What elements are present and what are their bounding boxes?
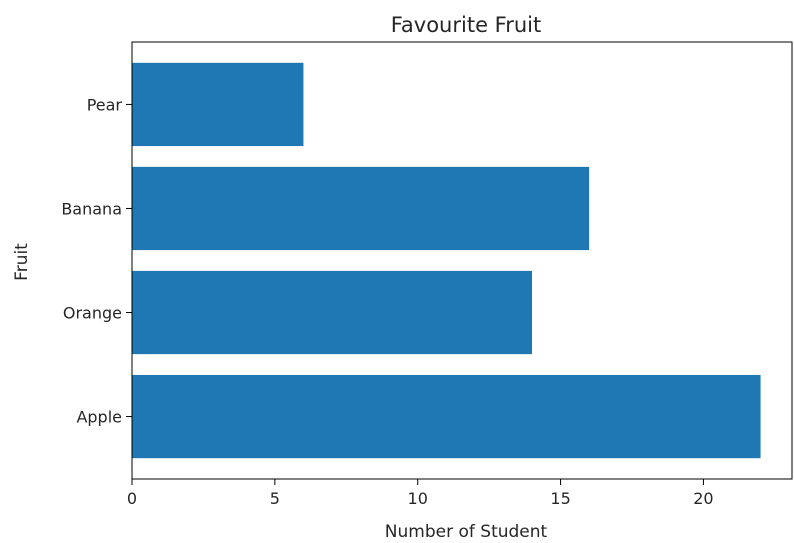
plot-frame (131, 41, 793, 480)
x-tick-label: 15 (550, 489, 570, 508)
x-axis-label: Number of Student (385, 522, 548, 542)
bar-orange (132, 270, 532, 355)
x-tick-label: 10 (408, 489, 428, 508)
chart-title: Favourite Fruit (391, 13, 541, 37)
bars (132, 62, 761, 459)
bar-banana (132, 166, 590, 251)
y-tick-label: Banana (61, 199, 122, 218)
bar-pear (132, 62, 304, 147)
y-tick-label: Pear (87, 95, 123, 114)
y-tick-label: Orange (63, 304, 122, 323)
x-tick-label: 0 (127, 489, 137, 508)
x-tick-label: 5 (270, 489, 280, 508)
y-tick-label: Apple (76, 408, 122, 427)
y-axis-ticks: Apple Orange Banana Pear (61, 95, 132, 427)
bar-apple (132, 374, 761, 459)
y-axis-label: Fruit (12, 243, 32, 281)
x-axis-ticks: 0 5 10 15 20 (127, 479, 714, 508)
x-tick-label: 20 (693, 489, 713, 508)
